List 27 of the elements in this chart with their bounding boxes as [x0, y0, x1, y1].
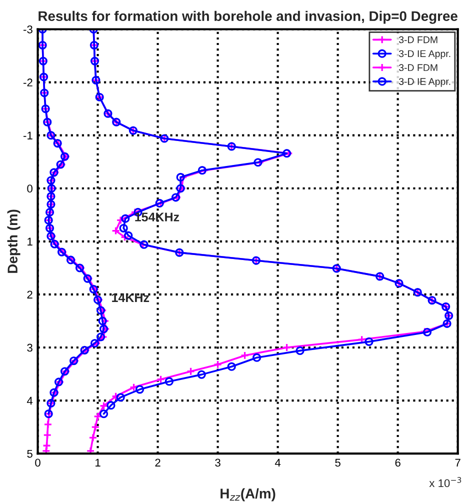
y-tick-label: 3 [27, 344, 32, 352]
y-tick-label: -3 [24, 26, 32, 34]
annotation: 154KHz [135, 212, 180, 222]
x-tick-label: 4 [274, 458, 281, 467]
y-tick-label: 0 [27, 184, 32, 193]
y-tick-label: -2 [24, 78, 32, 86]
y-tick-label: 5 [27, 450, 32, 458]
y-axis-title: Depth (m) [7, 210, 20, 273]
x-tick-label: 1 [96, 458, 100, 467]
legend-label: 3-D FDM [398, 36, 438, 44]
y-tick-label: 2 [27, 290, 32, 298]
chart-title: Results for formation with borehole and invasion, Dip=0 Degree [38, 10, 458, 24]
y-tick-label: 4 [26, 396, 33, 405]
text: x 10$^{−3}$ [429, 477, 462, 488]
legend-label: 3-D IE Appr. [398, 78, 450, 87]
x-tick-label: 5 [335, 458, 340, 467]
x-tick-label: 0 [35, 458, 40, 467]
x-axis-title: H$_{zz}$(A/m) [220, 488, 276, 502]
y-tick-label: 1 [28, 238, 32, 246]
y-tick-label: -1 [24, 132, 32, 140]
x-tick-label: 6 [395, 458, 400, 467]
x-tick-label: 2 [155, 458, 160, 467]
annotation: 14KHz [112, 293, 150, 302]
x-tick-label: 3 [215, 458, 220, 467]
legend-label: 3-D FDM [398, 64, 438, 72]
legend-label: 3-D IE Appr. [398, 50, 450, 60]
x-tick-label: 7 [455, 458, 460, 467]
